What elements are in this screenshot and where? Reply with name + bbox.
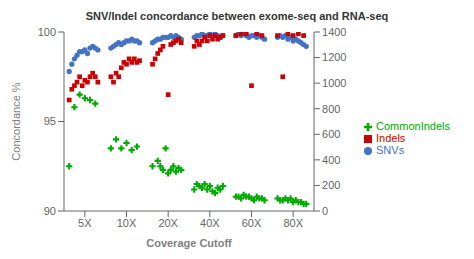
svg-text:5X: 5X xyxy=(78,217,92,229)
svg-text:Concordance %: Concordance % xyxy=(10,82,22,160)
html-text:SNV/Indel concordance between: SNV/Indel concordance between exome-seq … xyxy=(85,10,389,22)
html-text:CommonIndels: CommonIndels xyxy=(376,119,450,132)
svg-text:400: 400 xyxy=(322,154,340,166)
svg-text:80X: 80X xyxy=(283,217,303,229)
html-text:Indels: Indels xyxy=(376,131,406,144)
svg-text:800: 800 xyxy=(322,103,340,115)
svg-text:1000: 1000 xyxy=(322,77,346,89)
html-text:SNVs: SNVs xyxy=(376,143,405,156)
svg-text:Coverage Cutoff: Coverage Cutoff xyxy=(146,237,232,249)
svg-text:20X: 20X xyxy=(158,217,178,229)
svg-text:200: 200 xyxy=(322,179,340,191)
svg-text:10X: 10X xyxy=(117,217,137,229)
svg-text:1400: 1400 xyxy=(322,26,346,38)
svg-text:40X: 40X xyxy=(200,217,220,229)
svg-text:60X: 60X xyxy=(242,217,262,229)
svg-text:1200: 1200 xyxy=(322,51,346,63)
svg-text:600: 600 xyxy=(322,128,340,140)
svg-text:100: 100 xyxy=(38,26,56,38)
svg-text:90: 90 xyxy=(44,205,56,217)
svg-text:0: 0 xyxy=(322,205,328,217)
svg-text:95: 95 xyxy=(44,115,56,127)
